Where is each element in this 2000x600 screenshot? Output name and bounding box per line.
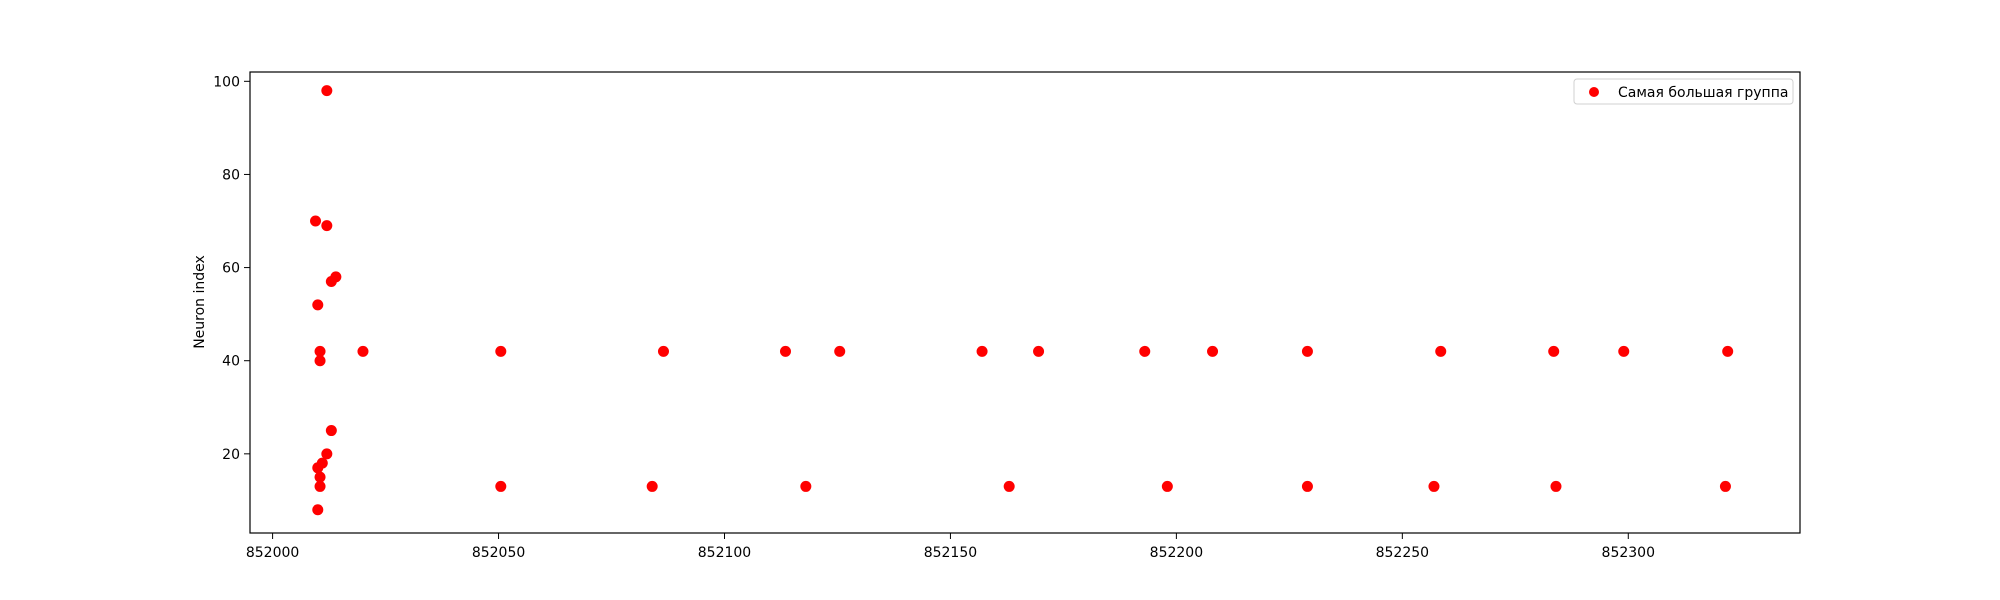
data-point <box>321 448 333 460</box>
data-point <box>312 504 324 516</box>
y-tick-label: 60 <box>222 261 240 277</box>
data-point <box>310 215 322 227</box>
y-tick-label: 40 <box>222 354 240 370</box>
legend-marker <box>1589 87 1599 97</box>
data-point <box>314 471 326 483</box>
data-point <box>1548 345 1560 357</box>
data-point <box>1003 480 1015 492</box>
data-point <box>1550 480 1562 492</box>
data-point <box>1428 480 1440 492</box>
data-point <box>800 480 812 492</box>
data-point <box>1719 480 1731 492</box>
y-axis-label: Neuron index <box>192 255 208 349</box>
data-point <box>325 276 337 288</box>
data-point <box>321 220 333 232</box>
data-point <box>1301 480 1313 492</box>
data-point <box>1161 480 1173 492</box>
y-axis: 20 40 60 80 100 <box>213 74 250 463</box>
x-tick-label: 852250 <box>1376 545 1429 561</box>
data-point <box>495 480 507 492</box>
data-point <box>657 345 669 357</box>
data-point <box>312 299 324 311</box>
data-point <box>1139 345 1151 357</box>
data-point <box>1722 345 1734 357</box>
plot-frame <box>249 71 1801 534</box>
data-point <box>1435 345 1447 357</box>
data-point <box>976 345 988 357</box>
x-tick-label: 852200 <box>1150 545 1203 561</box>
y-tick-label: 20 <box>222 447 240 463</box>
points-layer <box>310 85 1734 516</box>
x-tick-label: 852300 <box>1602 545 1655 561</box>
data-point <box>779 345 791 357</box>
data-point <box>834 345 846 357</box>
data-point <box>1301 345 1313 357</box>
data-point <box>1618 345 1630 357</box>
data-point <box>357 345 369 357</box>
data-point <box>325 425 337 437</box>
data-point <box>495 345 507 357</box>
data-point <box>312 462 324 474</box>
data-point <box>1207 345 1219 357</box>
legend: Самая большая группа <box>1573 78 1794 105</box>
plot-area <box>250 72 1800 533</box>
data-point <box>314 480 326 492</box>
data-point <box>314 345 326 357</box>
data-point <box>314 355 326 367</box>
legend-box <box>1573 78 1794 105</box>
x-tick-label: 852100 <box>698 545 751 561</box>
y-tick-label: 80 <box>222 167 240 183</box>
legend-label: Самая большая группа <box>1618 85 1788 101</box>
x-tick-label: 852050 <box>472 545 525 561</box>
data-point <box>646 480 658 492</box>
x-tick-label: 852150 <box>924 545 977 561</box>
data-point <box>321 85 333 97</box>
y-tick-label: 100 <box>213 74 240 90</box>
x-axis: 852000 852050 852100 852150 852200 852250 8523… <box>246 533 1655 561</box>
x-tick-label: 852000 <box>246 545 299 561</box>
data-point <box>1033 345 1045 357</box>
